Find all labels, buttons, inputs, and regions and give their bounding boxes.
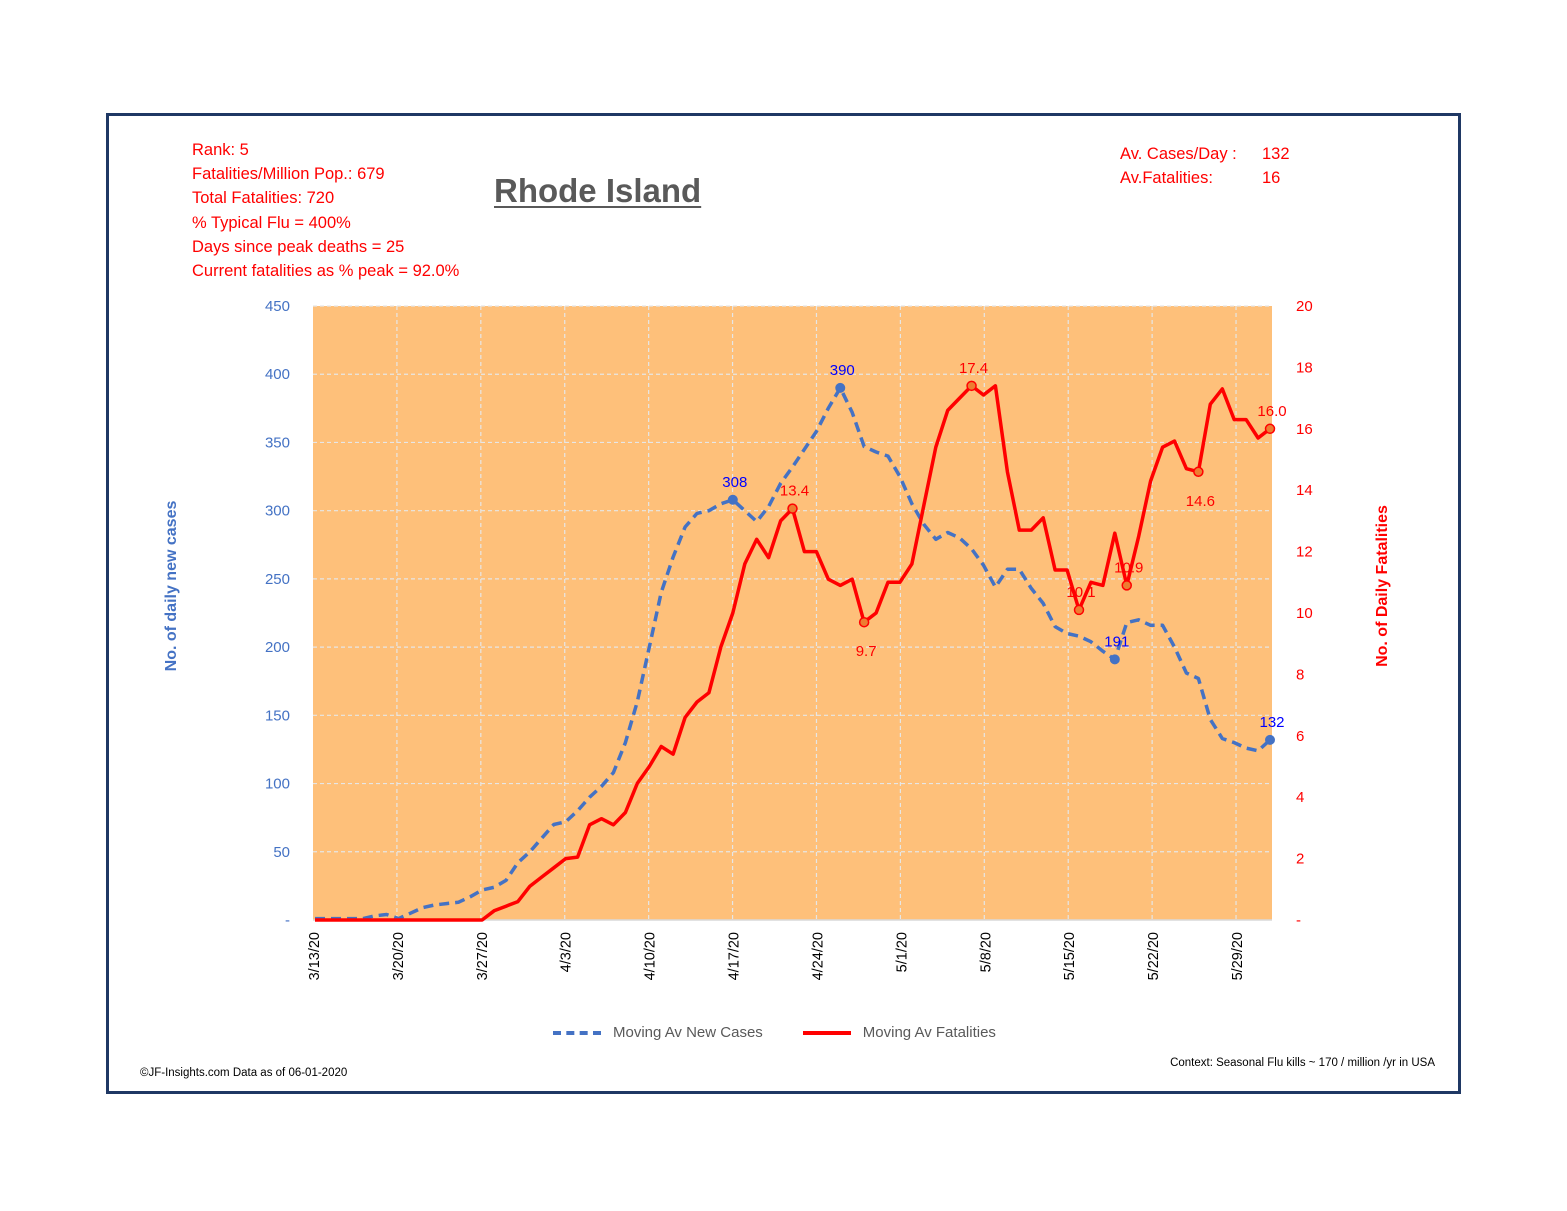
x-tick-label: 3/20/20 [391, 932, 407, 980]
data-marker-fatalities [858, 616, 870, 628]
y-left-tick-label: 300 [265, 503, 290, 520]
y-left-tick-label: 100 [265, 776, 290, 793]
chart-title: Rhode Island [494, 172, 702, 209]
data-label-fatalities: 13.4 [780, 483, 809, 500]
data-label-cases: 308 [722, 474, 747, 491]
data-label-fatalities: 16.0 [1257, 403, 1286, 420]
x-tick-label: 5/29/20 [1230, 932, 1246, 980]
y-right-tick-label: 8 [1296, 666, 1304, 683]
y-left-tick-label: 450 [265, 298, 290, 315]
y-right-axis-title: No. of Daily Fatalities [1374, 505, 1391, 667]
legend-label-fatalities: Moving Av Fatalities [862, 1024, 996, 1041]
x-tick-label: 5/22/20 [1146, 932, 1162, 980]
data-label-fatalities: 10.1 [1066, 584, 1095, 601]
x-tick-label: 4/10/20 [643, 932, 659, 980]
data-marker-cases [835, 382, 846, 393]
x-tick-label: 4/24/20 [810, 932, 826, 980]
stat-total-fatalities: Total Fatalities: 720 [192, 189, 335, 208]
x-tick-label: 4/17/20 [727, 932, 743, 980]
y-right-tick-label: 2 [1296, 851, 1304, 868]
data-marker-fatalities [787, 503, 798, 514]
x-tick-label: 3/13/20 [307, 932, 323, 980]
stats-panel: Rank: 5 Fatalities/Million Pop.: 679 Tot… [192, 138, 459, 283]
legend-item-cases: Moving Av New Cases [553, 1024, 763, 1041]
y-left-tick-label: 400 [265, 366, 290, 383]
data-marker-cases [727, 494, 738, 505]
legend-item-fatalities: Moving Av Fatalities [802, 1024, 996, 1041]
x-tick-label: 5/1/20 [894, 932, 910, 972]
averages-panel: Av. Cases/Day : 132 Av.Fatalities: 16 [1120, 142, 1290, 190]
footer-source: ©JF-Insights.com Data as of 06-01-2020 [140, 1067, 348, 1079]
y-right-tick-label: - [1296, 912, 1301, 929]
y-left-tick-label: 250 [265, 571, 290, 588]
y-left-tick-label: 50 [273, 844, 290, 861]
data-marker-fatalities [1264, 423, 1276, 435]
legend: Moving Av New Cases Moving Av Fatalities [553, 1024, 1036, 1041]
data-label-cases: 390 [830, 362, 855, 379]
y-left-tick-label: - [285, 912, 290, 929]
legend-swatch-cases [553, 1030, 601, 1035]
legend-label-cases: Moving Av New Cases [613, 1024, 763, 1041]
avg-cases-value: 132 [1262, 145, 1290, 163]
stat-rank: Rank: 5 [192, 141, 249, 159]
data-label-fatalities: 10.9 [1114, 559, 1143, 576]
data-label-fatalities: 9.7 [856, 643, 877, 660]
stat-days-since-peak: Days since peak deaths = 25 [192, 237, 405, 256]
y-left-tick-label: 200 [265, 639, 290, 656]
plot-area [313, 306, 1272, 920]
avg-cases-label: Av. Cases/Day : [1120, 145, 1237, 163]
data-marker-cases [1265, 734, 1275, 745]
y-right-tick-label: 4 [1296, 789, 1304, 806]
data-label-fatalities: 14.6 [1186, 493, 1215, 510]
legend-swatch-fatalities [802, 1030, 851, 1035]
y-left-axis-title: No. of daily new cases [163, 501, 180, 672]
data-label-cases: 132 [1259, 714, 1284, 731]
y-right-tick-label: 14 [1296, 482, 1313, 499]
data-marker-fatalities [966, 380, 977, 392]
data-marker-fatalities [1073, 604, 1085, 616]
y-right-tick-label: 10 [1296, 605, 1313, 622]
chart-frame [106, 113, 1461, 1094]
y-right-tick-label: 6 [1296, 728, 1304, 745]
x-tick-label: 4/3/20 [559, 932, 575, 972]
stat-typical-flu: % Typical Flu = 400% [192, 213, 351, 232]
data-label-fatalities: 17.4 [959, 360, 988, 377]
y-left-tick-label: 350 [265, 434, 290, 451]
y-left-tick-label: 150 [265, 707, 290, 724]
x-tick-label: 3/27/20 [475, 932, 491, 980]
data-marker-fatalities [1121, 580, 1132, 591]
x-tick-label: 5/15/20 [1062, 932, 1078, 980]
avg-fatalities-label: Av.Fatalities: [1120, 169, 1213, 187]
data-label-cases: 191 [1104, 633, 1129, 650]
y-right-tick-label: 12 [1296, 544, 1313, 561]
footer-context: Context: Seasonal Flu kills ~ 170 / mill… [1170, 1057, 1435, 1069]
y-right-tick-label: 18 [1296, 359, 1313, 376]
avg-fatalities-value: 16 [1262, 169, 1281, 187]
stat-fatalities-per-million: Fatalities/Million Pop.: 679 [192, 165, 385, 184]
y-right-tick-label: 20 [1296, 298, 1313, 315]
data-marker-fatalities [1193, 466, 1204, 478]
y-right-tick-label: 16 [1296, 421, 1313, 438]
stat-current-vs-peak: Current fatalities as % peak = 92.0% [192, 262, 460, 281]
data-marker-cases [1109, 654, 1120, 665]
x-tick-label: 5/8/20 [978, 932, 994, 972]
